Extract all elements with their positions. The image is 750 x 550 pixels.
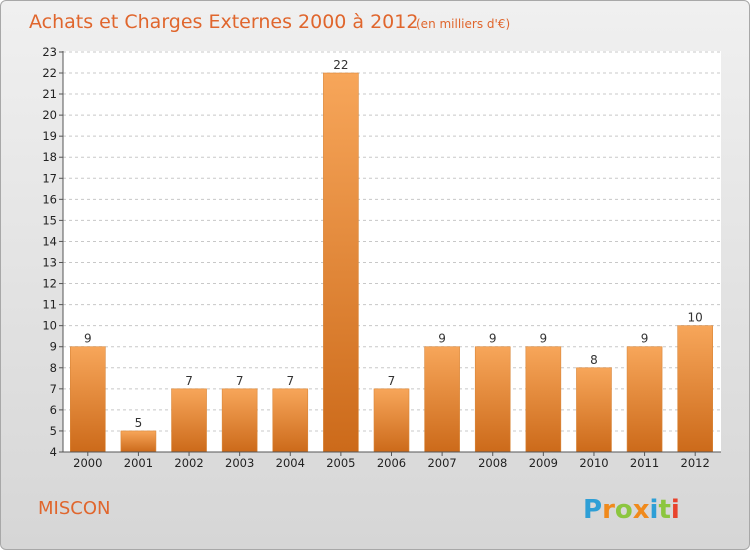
x-tick-label: 2004: [276, 456, 305, 470]
y-tick-label: 8: [50, 361, 57, 375]
bar: [323, 72, 359, 453]
y-tick-label: 14: [42, 234, 57, 248]
x-tick-label: 2002: [174, 456, 203, 470]
x-tick-label: 2005: [326, 456, 355, 470]
proxiti-logo-text: Proxiti: [583, 495, 680, 525]
data-label: 9: [489, 332, 497, 346]
bar: [576, 367, 612, 453]
data-label: 7: [185, 374, 193, 388]
bar: [626, 346, 663, 453]
bar: [474, 346, 511, 453]
data-label: 7: [286, 374, 294, 388]
place-name: MISCON: [38, 498, 110, 519]
data-label: 7: [236, 374, 244, 388]
chart-title: Achats et Charges Externes 2000 à 2012: [29, 11, 418, 33]
x-tick-label: 2006: [377, 456, 406, 470]
x-tick-label: 2007: [427, 456, 456, 470]
x-tick-label: 2010: [579, 456, 608, 470]
y-tick-label: 4: [50, 445, 57, 459]
y-tick-label: 11: [42, 298, 57, 312]
y-tick-label: 10: [42, 319, 57, 333]
bar: [171, 388, 207, 453]
data-label: 8: [590, 353, 598, 367]
y-tick-label: 23: [42, 45, 57, 59]
bars: [70, 72, 713, 453]
bar: [525, 346, 562, 453]
proxiti-logo: Proxiti: [583, 495, 680, 525]
data-label: 9: [84, 332, 92, 346]
data-label: 22: [333, 58, 348, 72]
x-tick-label: 2001: [124, 456, 153, 470]
y-tick-label: 13: [42, 256, 57, 270]
x-tick-label: 2011: [630, 456, 659, 470]
x-tick-label: 2009: [529, 456, 558, 470]
data-label: 10: [688, 311, 703, 325]
data-labels: 9 5 7 7 7 22 7 9 9 9 8 9 10: [84, 58, 703, 430]
y-tick-label: 15: [42, 213, 57, 227]
x-tick-label: 2012: [681, 456, 710, 470]
y-tick-label: 5: [50, 424, 57, 438]
bar: [677, 325, 713, 453]
y-tick-label: 12: [42, 277, 57, 291]
data-label: 5: [135, 416, 143, 430]
y-tick-label: 17: [42, 171, 57, 185]
data-label: 9: [641, 332, 649, 346]
y-tick-label: 7: [50, 382, 57, 396]
x-tick-label: 2003: [225, 456, 254, 470]
x-axis-labels: 2000 2001 2002 2003 2004 2005 2006 2007 2008 2009…: [73, 452, 710, 470]
y-axis-ticks: 4 5 6 7 8 9 10 11 12 13 14 15 16 17 18 19 20 21 22 23: [42, 45, 63, 459]
y-tick-label: 22: [42, 66, 57, 80]
y-tick-label: 18: [42, 150, 57, 164]
chart-unit: (en milliers d'€): [416, 17, 510, 31]
bar: [221, 388, 258, 453]
x-tick-label: 2008: [478, 456, 507, 470]
y-tick-label: 21: [42, 87, 57, 101]
bar: [272, 388, 309, 453]
y-tick-label: 20: [42, 108, 57, 122]
x-tick-label: 2000: [73, 456, 102, 470]
bar: [373, 388, 410, 453]
y-tick-label: 19: [42, 129, 57, 143]
data-label: 9: [438, 332, 446, 346]
bar: [120, 430, 157, 453]
data-label: 9: [540, 332, 548, 346]
data-label: 7: [388, 374, 396, 388]
y-tick-label: 6: [50, 403, 57, 417]
y-tick-label: 16: [42, 192, 57, 206]
bar: [424, 346, 460, 453]
bar: [70, 346, 106, 453]
y-tick-label: 9: [50, 340, 57, 354]
